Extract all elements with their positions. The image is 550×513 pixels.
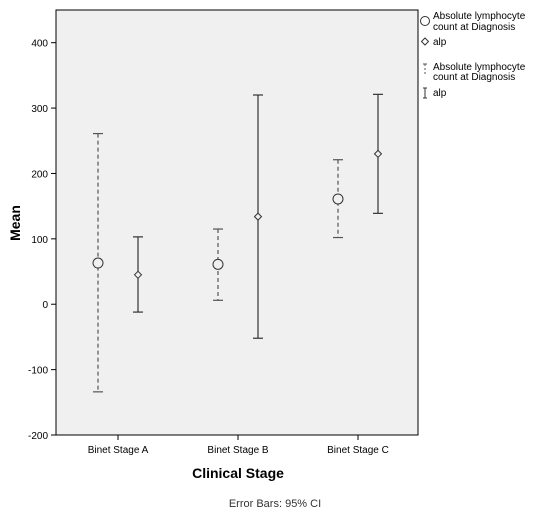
legend-circle-symbol — [420, 16, 430, 26]
mean-circle-marker — [212, 258, 224, 270]
mean-circle-marker — [332, 193, 344, 205]
footnote: Error Bars: 95% CI — [229, 498, 321, 510]
y-axis: -200 -100 0 100 200 300 400 — [28, 39, 56, 442]
legend-label-series-2-mean: alp — [433, 37, 447, 48]
x-axis: Binet Stage A Binet Stage B Binet Stage C — [88, 435, 389, 456]
legend-label-series-1-mean: Absolute lymphocyte — [433, 11, 526, 22]
mean-diamond-marker — [253, 212, 263, 221]
mean-diamond-marker — [133, 270, 143, 280]
plot-area — [55, 9, 419, 436]
y-tick-label: 100 — [31, 235, 48, 246]
x-tick-label: Binet Stage A — [88, 445, 149, 456]
legend-label-series-1-mean-line2: count at Diagnosis — [433, 22, 515, 33]
y-tick-label: 400 — [31, 39, 48, 50]
x-axis-title: Clinical Stage — [192, 465, 284, 481]
legend-label-series-1-error-line2: count at Diagnosis — [433, 72, 515, 83]
data-marks — [92, 93, 383, 393]
legend-diamond-symbol — [420, 37, 430, 46]
x-tick-label: Binet Stage C — [327, 445, 389, 456]
mean-diamond-marker — [373, 149, 383, 159]
y-tick-label: 300 — [31, 104, 48, 115]
mean-circle-marker — [92, 257, 104, 269]
y-tick-label: 200 — [31, 169, 48, 180]
y-axis-title: Mean — [7, 205, 23, 241]
x-tick-label: Binet Stage B — [207, 445, 268, 456]
y-tick-label: 0 — [42, 300, 48, 311]
y-tick-label: -100 — [28, 366, 48, 377]
legend-label-series-2-error: alp — [433, 88, 447, 99]
y-tick-label: -200 — [28, 431, 48, 442]
legend-label-series-1-error: Absolute lymphocyte — [433, 62, 526, 73]
